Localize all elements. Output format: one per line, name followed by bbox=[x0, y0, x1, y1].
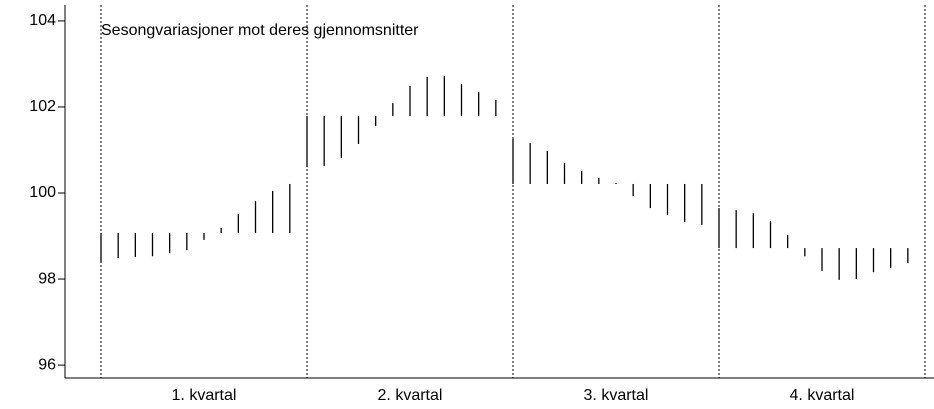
y-tick-label: 102 bbox=[29, 98, 56, 115]
x-tick-label: 4. kvartal bbox=[790, 387, 855, 404]
y-tick-label: 104 bbox=[29, 12, 56, 29]
chart-title: Sesongvariasjoner mot deres gjennomsnitt… bbox=[101, 22, 419, 39]
y-tick-label: 96 bbox=[38, 356, 56, 373]
y-tick-label: 100 bbox=[29, 184, 56, 201]
y-tick-label: 98 bbox=[38, 270, 56, 287]
x-tick-label: 2. kvartal bbox=[378, 387, 443, 404]
x-tick-label: 1. kvartal bbox=[172, 387, 237, 404]
x-tick-label: 3. kvartal bbox=[584, 387, 649, 404]
